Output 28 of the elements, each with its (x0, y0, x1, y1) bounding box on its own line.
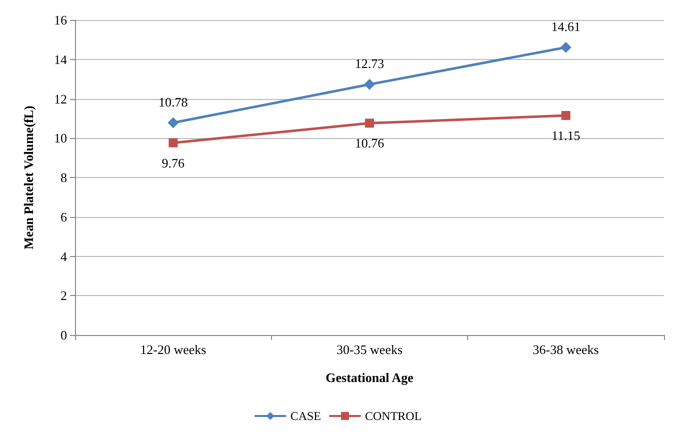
data-label: 10.78 (158, 94, 188, 110)
point (364, 78, 375, 90)
point (365, 118, 374, 128)
legend-label: CONTROL (365, 409, 422, 423)
point (560, 42, 572, 53)
y-tick-label: 16 (54, 12, 68, 28)
y-tick-label: 14 (54, 52, 68, 67)
y-tick-label: 12 (54, 91, 67, 106)
data-label: 14.61 (551, 18, 580, 34)
y-tick-label: 2 (60, 288, 67, 304)
y-axis-title: Mean Platelet Volume(fL) (21, 106, 36, 250)
x-axis-title: Gestational Age (326, 370, 414, 385)
y-tick-label: 8 (60, 170, 67, 185)
data-label: 10.76 (354, 136, 385, 151)
point (168, 117, 179, 128)
y-tick-label: 0 (60, 328, 67, 342)
data-label: 12.73 (354, 56, 384, 71)
point (168, 138, 178, 148)
y-tick-label: 10 (54, 130, 67, 146)
x-tick-label: 12-20 weeks (140, 342, 206, 357)
x-tick-label: 36-38 weeks (532, 342, 599, 357)
x-tick-label: 30-35 weeks (336, 342, 403, 357)
data-label: 11.15 (551, 128, 580, 143)
legend-label: CASE (290, 409, 322, 423)
data-label: 9.76 (162, 155, 186, 170)
y-tick-label: 4 (60, 248, 68, 264)
point (561, 110, 570, 120)
y-tick-label: 6 (60, 209, 68, 224)
